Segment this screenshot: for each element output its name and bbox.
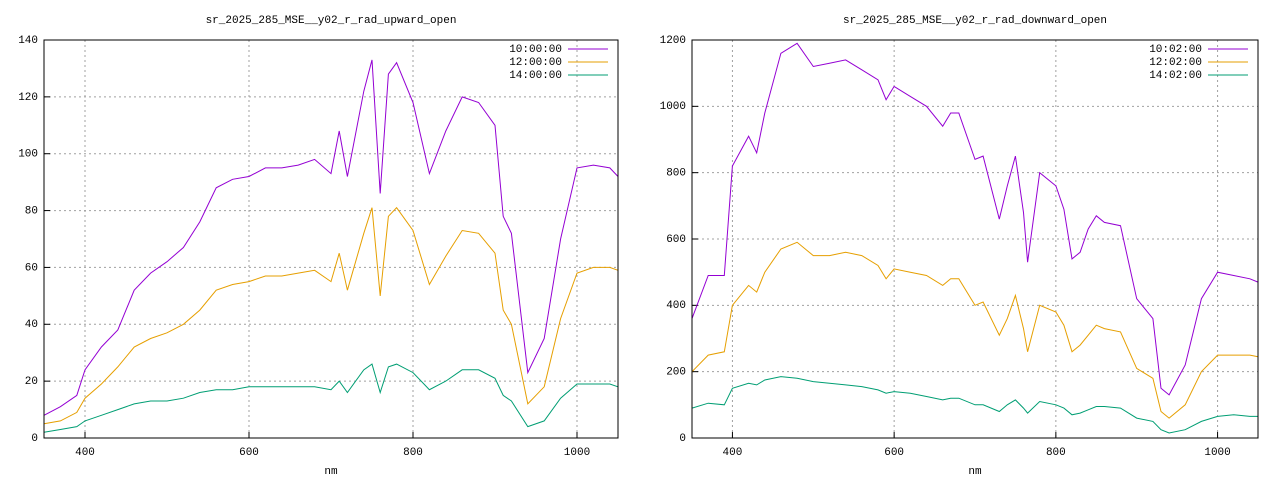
legend-label: 10:02:00 <box>1149 44 1202 56</box>
y-tick-label: 60 <box>25 262 38 274</box>
y-tick-label: 80 <box>25 205 38 217</box>
y-tick-label: 40 <box>25 319 38 331</box>
y-tick-label: 1200 <box>660 35 686 47</box>
y-tick-label: 0 <box>679 433 686 445</box>
x-tick-label: 600 <box>884 447 904 459</box>
series-line <box>691 241 1259 419</box>
x-tick-label: 800 <box>403 447 423 459</box>
y-tick-label: 200 <box>666 367 686 379</box>
y-tick-label: 1000 <box>660 101 686 113</box>
series-line <box>43 363 619 433</box>
y-tick-label: 800 <box>666 168 686 180</box>
y-tick-label: 600 <box>666 234 686 246</box>
x-tick-label: 800 <box>1046 447 1066 459</box>
legend-label: 12:02:00 <box>1149 57 1202 69</box>
y-tick-label: 100 <box>18 149 38 161</box>
x-tick-label: 400 <box>75 447 95 459</box>
plot-border <box>691 39 1259 439</box>
chart-title: sr_2025_285_MSE__y02_r_rad_upward_open <box>206 15 457 27</box>
chart-title: sr_2025_285_MSE__y02_r_rad_downward_open <box>843 15 1107 27</box>
legend-label: 14:02:00 <box>1149 70 1202 82</box>
y-tick-label: 400 <box>666 300 686 312</box>
y-tick-label: 140 <box>18 35 38 47</box>
series-line <box>691 376 1258 434</box>
plot-border <box>43 39 619 439</box>
series-line <box>43 206 619 425</box>
legend-label: 14:00:00 <box>509 70 562 82</box>
y-tick-label: 20 <box>25 376 38 388</box>
series-line <box>691 42 1259 396</box>
x-axis-label: nm <box>968 466 982 478</box>
legend-label: 10:00:00 <box>509 44 562 56</box>
x-tick-label: 400 <box>723 447 743 459</box>
x-tick-label: 600 <box>239 447 259 459</box>
x-tick-label: 1000 <box>1204 447 1230 459</box>
x-axis-label: nm <box>324 466 338 478</box>
y-tick-label: 0 <box>31 433 38 445</box>
legend-label: 12:00:00 <box>509 57 562 69</box>
x-tick-label: 1000 <box>564 447 590 459</box>
y-tick-label: 120 <box>18 92 38 104</box>
series-line <box>43 59 619 416</box>
